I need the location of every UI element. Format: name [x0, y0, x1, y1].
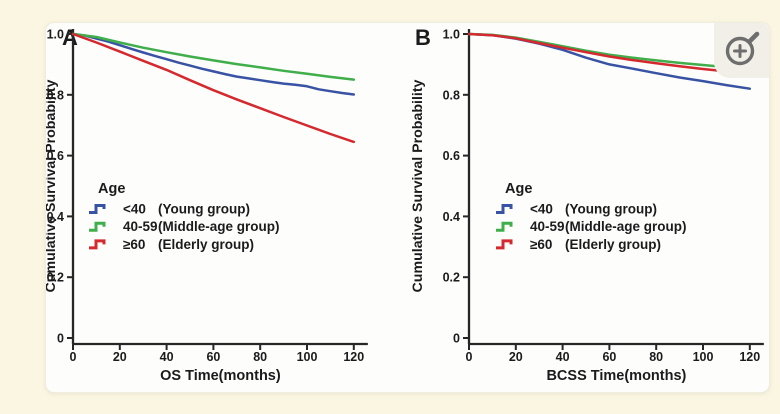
legend-range-young: <40	[123, 202, 146, 217]
x-tick-label: 40	[160, 350, 174, 364]
curve-elderly	[467, 32, 752, 75]
y-tick-label: 0.8	[47, 88, 64, 102]
y-tick-label: 0.2	[443, 271, 460, 285]
zoom-button[interactable]	[714, 23, 769, 78]
legend-range-young: <40	[530, 202, 553, 217]
x-tick-label: 100	[297, 350, 318, 364]
legend-range-elderly: ≥60	[530, 237, 552, 252]
y-tick-label: 0.6	[443, 149, 460, 163]
x-tick-label: 60	[602, 350, 616, 364]
legend-swatch-elderly	[89, 239, 106, 250]
legend-group-elderly: (Elderly group)	[565, 237, 661, 252]
y-tick-label: 0.8	[443, 88, 460, 102]
y-axis-title: Cumulative Survival Probability	[46, 79, 59, 292]
x-tick-label: 80	[253, 350, 267, 364]
x-tick-label: 40	[556, 350, 570, 364]
y-tick-label: 0	[453, 332, 460, 346]
x-tick-label: 20	[113, 350, 127, 364]
legend-range-middle_age: 40-59	[530, 219, 565, 234]
legend-group-young: (Young group)	[565, 202, 657, 217]
legend: Age <40 (Young group)40-59 (Middle-age grou…	[496, 181, 687, 252]
x-tick-label: 20	[509, 350, 523, 364]
legend-swatch-elderly	[496, 239, 513, 250]
x-tick-label: 120	[343, 350, 364, 364]
legend-title: Age	[98, 181, 125, 197]
x-axis-title: OS Time(months)	[160, 368, 281, 384]
y-tick-label: 0.4	[443, 210, 460, 224]
panel-label: A	[62, 25, 78, 50]
y-axis-title: Cumulative Survival Probability	[410, 79, 426, 292]
legend-range-elderly: ≥60	[123, 237, 145, 252]
legend-swatch-young	[89, 204, 106, 214]
chart-panel-a: A1.0 0.8 0.6 0.4 0.2 00 20 40 60 80 100 120 OS Time(…	[46, 25, 368, 384]
legend-title: Age	[505, 181, 532, 197]
legend-group-middle_age: (Middle-age group)	[565, 219, 687, 234]
curve-young	[467, 32, 752, 90]
x-tick-label: 100	[693, 350, 714, 364]
y-tick-label: 1.0	[443, 28, 460, 42]
y-tick-label: 1.0	[47, 28, 64, 42]
legend-swatch-middle_age	[496, 221, 513, 232]
legend-swatch-young	[496, 204, 513, 214]
legend-swatch-middle_age	[89, 221, 106, 232]
curve-middle_age	[71, 32, 356, 81]
x-tick-label: 0	[466, 350, 473, 364]
figure-card: A 1.0 0.8 0.6 0.4 0.2 0 0 20 40 60 80 100 120 OS Time(…	[45, 22, 770, 393]
legend-group-young: (Young group)	[158, 202, 250, 217]
x-tick-label: 120	[739, 350, 760, 364]
chart-panel-b: B 1.0 0.8 0.6 0.4 0.2 00 20 40 60 80 100 120 BCSS Tim…	[410, 25, 764, 384]
legend: Age <40 (Young group)40-59 (Middle-age grou…	[89, 181, 280, 252]
y-tick-label: 0.2	[47, 271, 64, 285]
legend-range-middle_age: 40-59	[123, 219, 158, 234]
y-tick-label: 0.6	[47, 149, 64, 163]
x-axis-title: BCSS Time(months)	[546, 368, 686, 384]
x-tick-label: 60	[206, 350, 220, 364]
x-tick-label: 0	[70, 350, 77, 364]
y-tick-label: 0.4	[47, 210, 64, 224]
x-tick-label: 80	[649, 350, 663, 364]
curve-young	[71, 32, 356, 96]
curve-elderly	[71, 32, 356, 144]
legend-group-elderly: (Elderly group)	[158, 237, 254, 252]
legend-group-middle_age: (Middle-age group)	[158, 219, 280, 234]
panel-label: B	[415, 25, 431, 50]
y-tick-label: 0	[57, 332, 64, 346]
magnifier-plus-icon	[725, 31, 760, 66]
